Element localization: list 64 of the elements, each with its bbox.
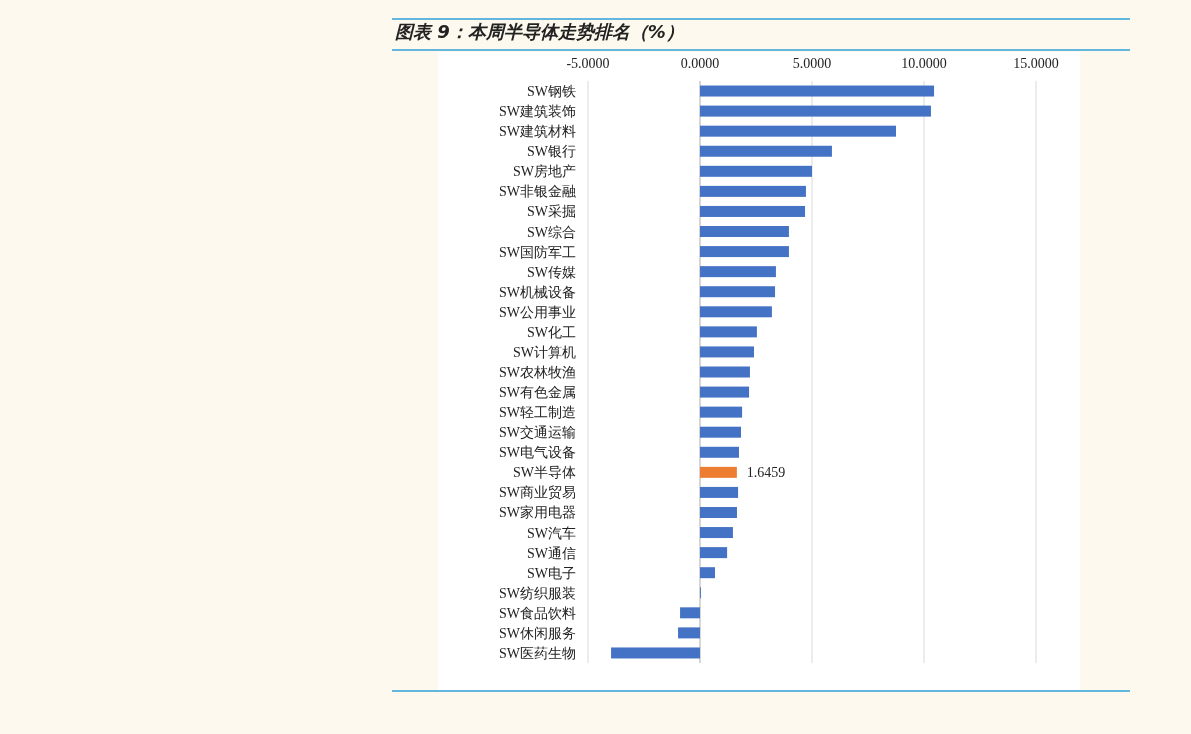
bar (678, 627, 700, 639)
bar (700, 346, 754, 358)
bar (700, 226, 789, 238)
y-tick-label: SW医药生物 (499, 645, 576, 661)
y-tick-label: SW银行 (527, 144, 576, 160)
bar (700, 165, 812, 177)
x-tick-label: 0.0000 (680, 56, 720, 71)
x-tick-label: 15.0000 (1013, 56, 1059, 71)
y-tick-label: SW休闲服务 (499, 625, 576, 641)
bar (700, 185, 806, 197)
y-tick-label: SW交通运输 (499, 425, 576, 441)
x-tick-label: -5.0000 (566, 56, 610, 71)
bar (700, 326, 757, 338)
y-tick-label: SW纺织服装 (499, 585, 576, 601)
y-tick-label: SW综合 (527, 224, 576, 240)
bar (700, 266, 776, 278)
y-tick-label: SW家用电器 (499, 505, 576, 521)
bar (700, 506, 737, 518)
y-tick-label: SW机械设备 (499, 284, 576, 300)
bar (700, 426, 741, 438)
y-tick-label: SW非银金融 (499, 184, 576, 200)
bar (700, 145, 832, 157)
y-tick-label: SW计算机 (513, 344, 576, 360)
x-tick-label: 5.0000 (792, 56, 832, 71)
bar (700, 466, 737, 478)
y-tick-label: SW轻工制造 (499, 405, 576, 421)
bar (700, 386, 750, 398)
bar (700, 205, 806, 217)
y-tick-label: SW化工 (527, 324, 576, 340)
bar (700, 547, 728, 559)
y-tick-label: SW钢铁 (527, 84, 576, 100)
y-tick-label: SW有色金属 (499, 385, 576, 401)
bar (700, 527, 733, 539)
y-tick-label: SW农林牧渔 (499, 365, 576, 380)
y-tick-label: SW建筑材料 (499, 124, 576, 140)
x-tick-label: 10.0000 (901, 56, 947, 71)
bar (700, 85, 935, 97)
y-tick-label: SW汽车 (527, 525, 576, 541)
data-label: 1.6459 (746, 465, 786, 481)
y-tick-label: SW采掘 (527, 204, 576, 220)
y-tick-label: SW电气设备 (499, 445, 576, 461)
bar (680, 607, 700, 619)
chart-title: 图表 9：本周半导体走势排名（%） (395, 21, 684, 42)
bar (700, 446, 739, 458)
y-tick-label: SW国防军工 (499, 244, 576, 260)
y-tick-label: SW半导体 (513, 465, 576, 481)
bar (700, 406, 743, 418)
y-tick-label: SW传媒 (527, 264, 576, 280)
bar (700, 286, 776, 298)
y-tick-label: SW公用事业 (499, 304, 576, 320)
y-tick-label: SW建筑装饰 (499, 104, 576, 120)
y-tick-label: SW房地产 (513, 164, 576, 180)
bar (611, 647, 700, 659)
y-tick-label: SW通信 (527, 545, 576, 561)
bar (700, 486, 739, 498)
bar (700, 105, 931, 117)
y-tick-label: SW商业贸易 (499, 485, 576, 501)
bar (700, 567, 716, 579)
bar (700, 306, 772, 318)
y-tick-label: SW食品饮料 (499, 605, 576, 621)
bar (700, 125, 896, 137)
bar (700, 366, 750, 378)
bar (700, 246, 789, 258)
y-tick-label: SW电子 (527, 565, 576, 581)
